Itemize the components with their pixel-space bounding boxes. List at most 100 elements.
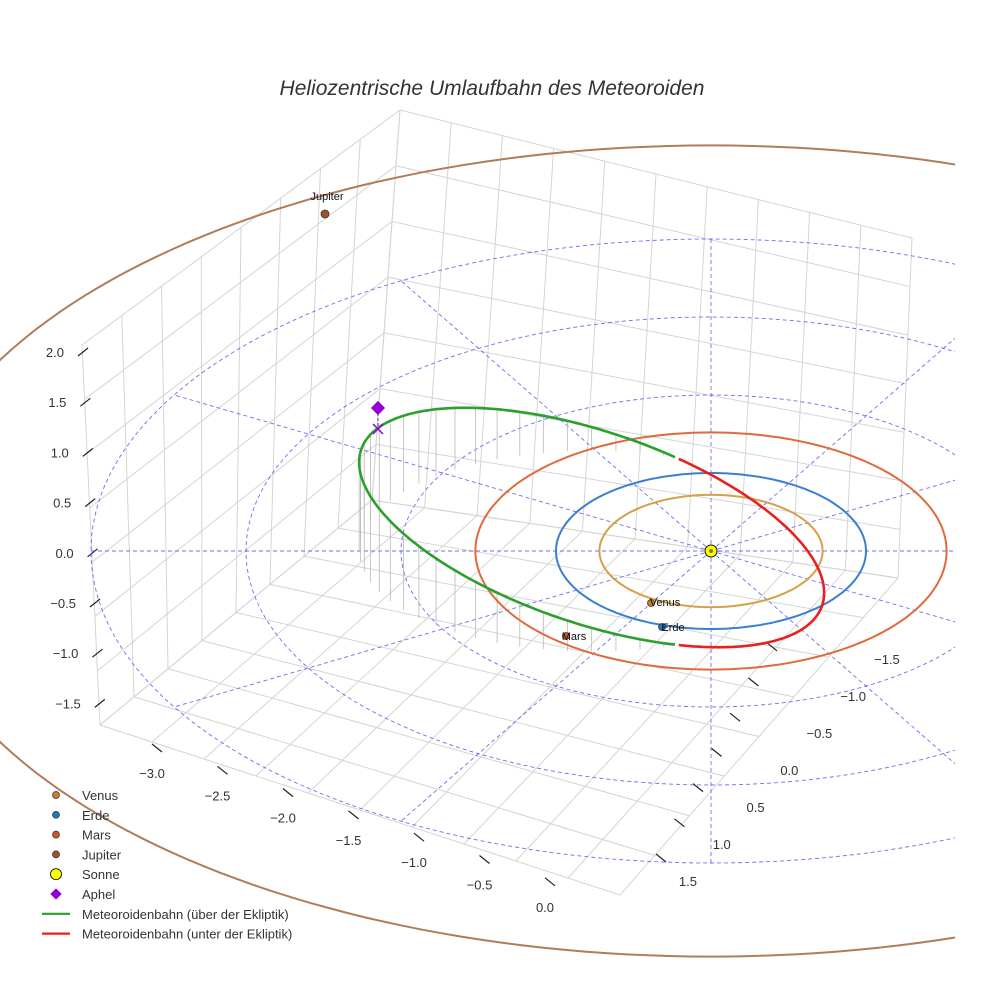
y-tick-mark xyxy=(711,747,722,757)
z-tick-label: −1.0 xyxy=(53,646,79,661)
ecliptic-spoke xyxy=(173,394,712,552)
floor-grid-line xyxy=(203,515,478,760)
back-grid-line xyxy=(383,332,905,433)
earth-marker xyxy=(658,623,666,631)
z-tick-mark xyxy=(94,698,106,708)
z-tick-mark xyxy=(87,548,98,558)
floor-grid-line xyxy=(567,569,846,879)
legend-dot-icon xyxy=(52,850,60,859)
x-tick-mark xyxy=(479,855,490,864)
x-tick-mark xyxy=(151,743,163,753)
legend-dot-icon xyxy=(52,791,60,799)
z-tick-mark xyxy=(89,598,101,608)
left-grid-line xyxy=(91,332,385,563)
z-tick-label: 0.0 xyxy=(56,546,74,561)
left-grid-line xyxy=(200,256,203,641)
back-grid-line xyxy=(634,173,657,540)
y-tick-mark xyxy=(748,677,759,687)
legend-item: Aphel xyxy=(50,887,115,902)
back-grid-line xyxy=(844,225,862,571)
left-grid-line xyxy=(84,165,397,400)
y-tick-label: 1.0 xyxy=(713,837,731,852)
y-tick-mark xyxy=(692,783,704,793)
legend-label: Mars xyxy=(82,828,111,843)
left-grid-line xyxy=(81,344,101,726)
back-grid-line xyxy=(391,220,909,336)
floor-grid-line xyxy=(307,530,583,794)
back-grid-line xyxy=(739,199,759,555)
left-grid-line xyxy=(121,315,135,697)
y-tick-mark xyxy=(674,818,685,828)
z-axis-ticks: 2.0 1.5 1.0 0.5 0.0 −0.5 −1.0 −1.5 xyxy=(46,345,106,711)
floor-grid-line xyxy=(411,546,688,828)
back-grid-line xyxy=(897,237,913,579)
ecliptic-spoke xyxy=(710,479,955,552)
y-tick-mark xyxy=(766,642,778,652)
legend-label: Meteoroidenbahn (unter der Ekliptik) xyxy=(82,927,292,942)
chart-title: Heliozentrische Umlaufbahn des Meteoroid… xyxy=(280,77,705,100)
left-grid-line xyxy=(89,276,389,509)
y-axis-ticks: 1.5 1.0 0.5 0.0 −0.5 −1.0 −1.5 xyxy=(655,642,900,889)
floor-grid-line xyxy=(619,577,899,896)
left-grid-line xyxy=(81,109,401,346)
z-tick-label: 0.5 xyxy=(53,496,71,511)
legend-item: Jupiter xyxy=(52,847,122,862)
left-grid-line xyxy=(303,168,321,557)
meteoroid-orbit xyxy=(357,406,826,649)
y-tick-label: −1.0 xyxy=(840,689,866,704)
back-grid-line xyxy=(395,165,911,288)
jupiter-marker xyxy=(320,209,330,219)
ecliptic-spoke xyxy=(710,550,955,623)
z-tick-label: 1.5 xyxy=(48,395,66,410)
x-tick-label: 0.0 xyxy=(536,900,554,915)
floor-grid-line xyxy=(515,562,794,862)
x-tick-label: −0.5 xyxy=(467,878,493,893)
left-grid-line xyxy=(94,388,381,617)
x-tick-mark xyxy=(544,877,556,887)
back-grid-line xyxy=(387,276,907,385)
x-tick-mark xyxy=(348,810,359,820)
z-tick-label: 2.0 xyxy=(46,345,64,360)
left-grid-line xyxy=(269,198,282,585)
meteoroid-orbit-below xyxy=(678,457,826,649)
z-tick-mark xyxy=(77,347,89,357)
left-grid-line xyxy=(371,109,401,501)
legend-label: Erde xyxy=(82,808,109,823)
z-tick-mark xyxy=(80,397,91,407)
back-grid-line xyxy=(792,212,811,563)
mars-label: Mars xyxy=(562,631,587,643)
ecliptic-spoke xyxy=(710,550,955,765)
floor-grid-line xyxy=(99,499,373,726)
y-tick-label: 1.5 xyxy=(679,874,697,889)
x-tick-label: −1.0 xyxy=(401,855,427,870)
orbit-markers: Jupiter Venus Erde Mars xyxy=(310,191,718,643)
venus-label: Venus xyxy=(650,597,681,609)
left-grid-line xyxy=(337,139,361,529)
y-tick-mark xyxy=(729,712,741,722)
meteoroid-orbit-above xyxy=(357,406,676,646)
legend-diamond-icon xyxy=(50,888,62,900)
floor-grid-line xyxy=(463,554,741,845)
back-grid-line xyxy=(529,148,555,524)
back-grid-line xyxy=(379,388,903,482)
earth-label: Erde xyxy=(661,622,684,634)
y-tick-label: −0.5 xyxy=(807,726,833,741)
ecliptic-spoke xyxy=(710,337,955,552)
x-tick-mark xyxy=(217,765,228,775)
legend-label: Sonne xyxy=(82,867,120,882)
legend-item: Erde xyxy=(52,808,109,823)
back-grid-line xyxy=(424,122,452,508)
floor-grid-line xyxy=(255,523,531,777)
ecliptic-spoke xyxy=(400,280,712,552)
left-grid-line xyxy=(97,443,377,672)
ecliptic-spoke xyxy=(400,550,712,822)
mars-orbit xyxy=(474,431,948,671)
floor-grid-line xyxy=(359,538,636,811)
x-tick-label: −3.0 xyxy=(139,766,165,781)
venus-orbit xyxy=(598,493,824,609)
back-grid-line xyxy=(375,443,901,530)
legend-label: Meteoroidenbahn (über der Ekliptik) xyxy=(82,907,289,922)
z-tick-mark xyxy=(84,498,96,508)
jupiter-label: Jupiter xyxy=(310,191,343,203)
legend-dot-icon xyxy=(52,810,60,819)
